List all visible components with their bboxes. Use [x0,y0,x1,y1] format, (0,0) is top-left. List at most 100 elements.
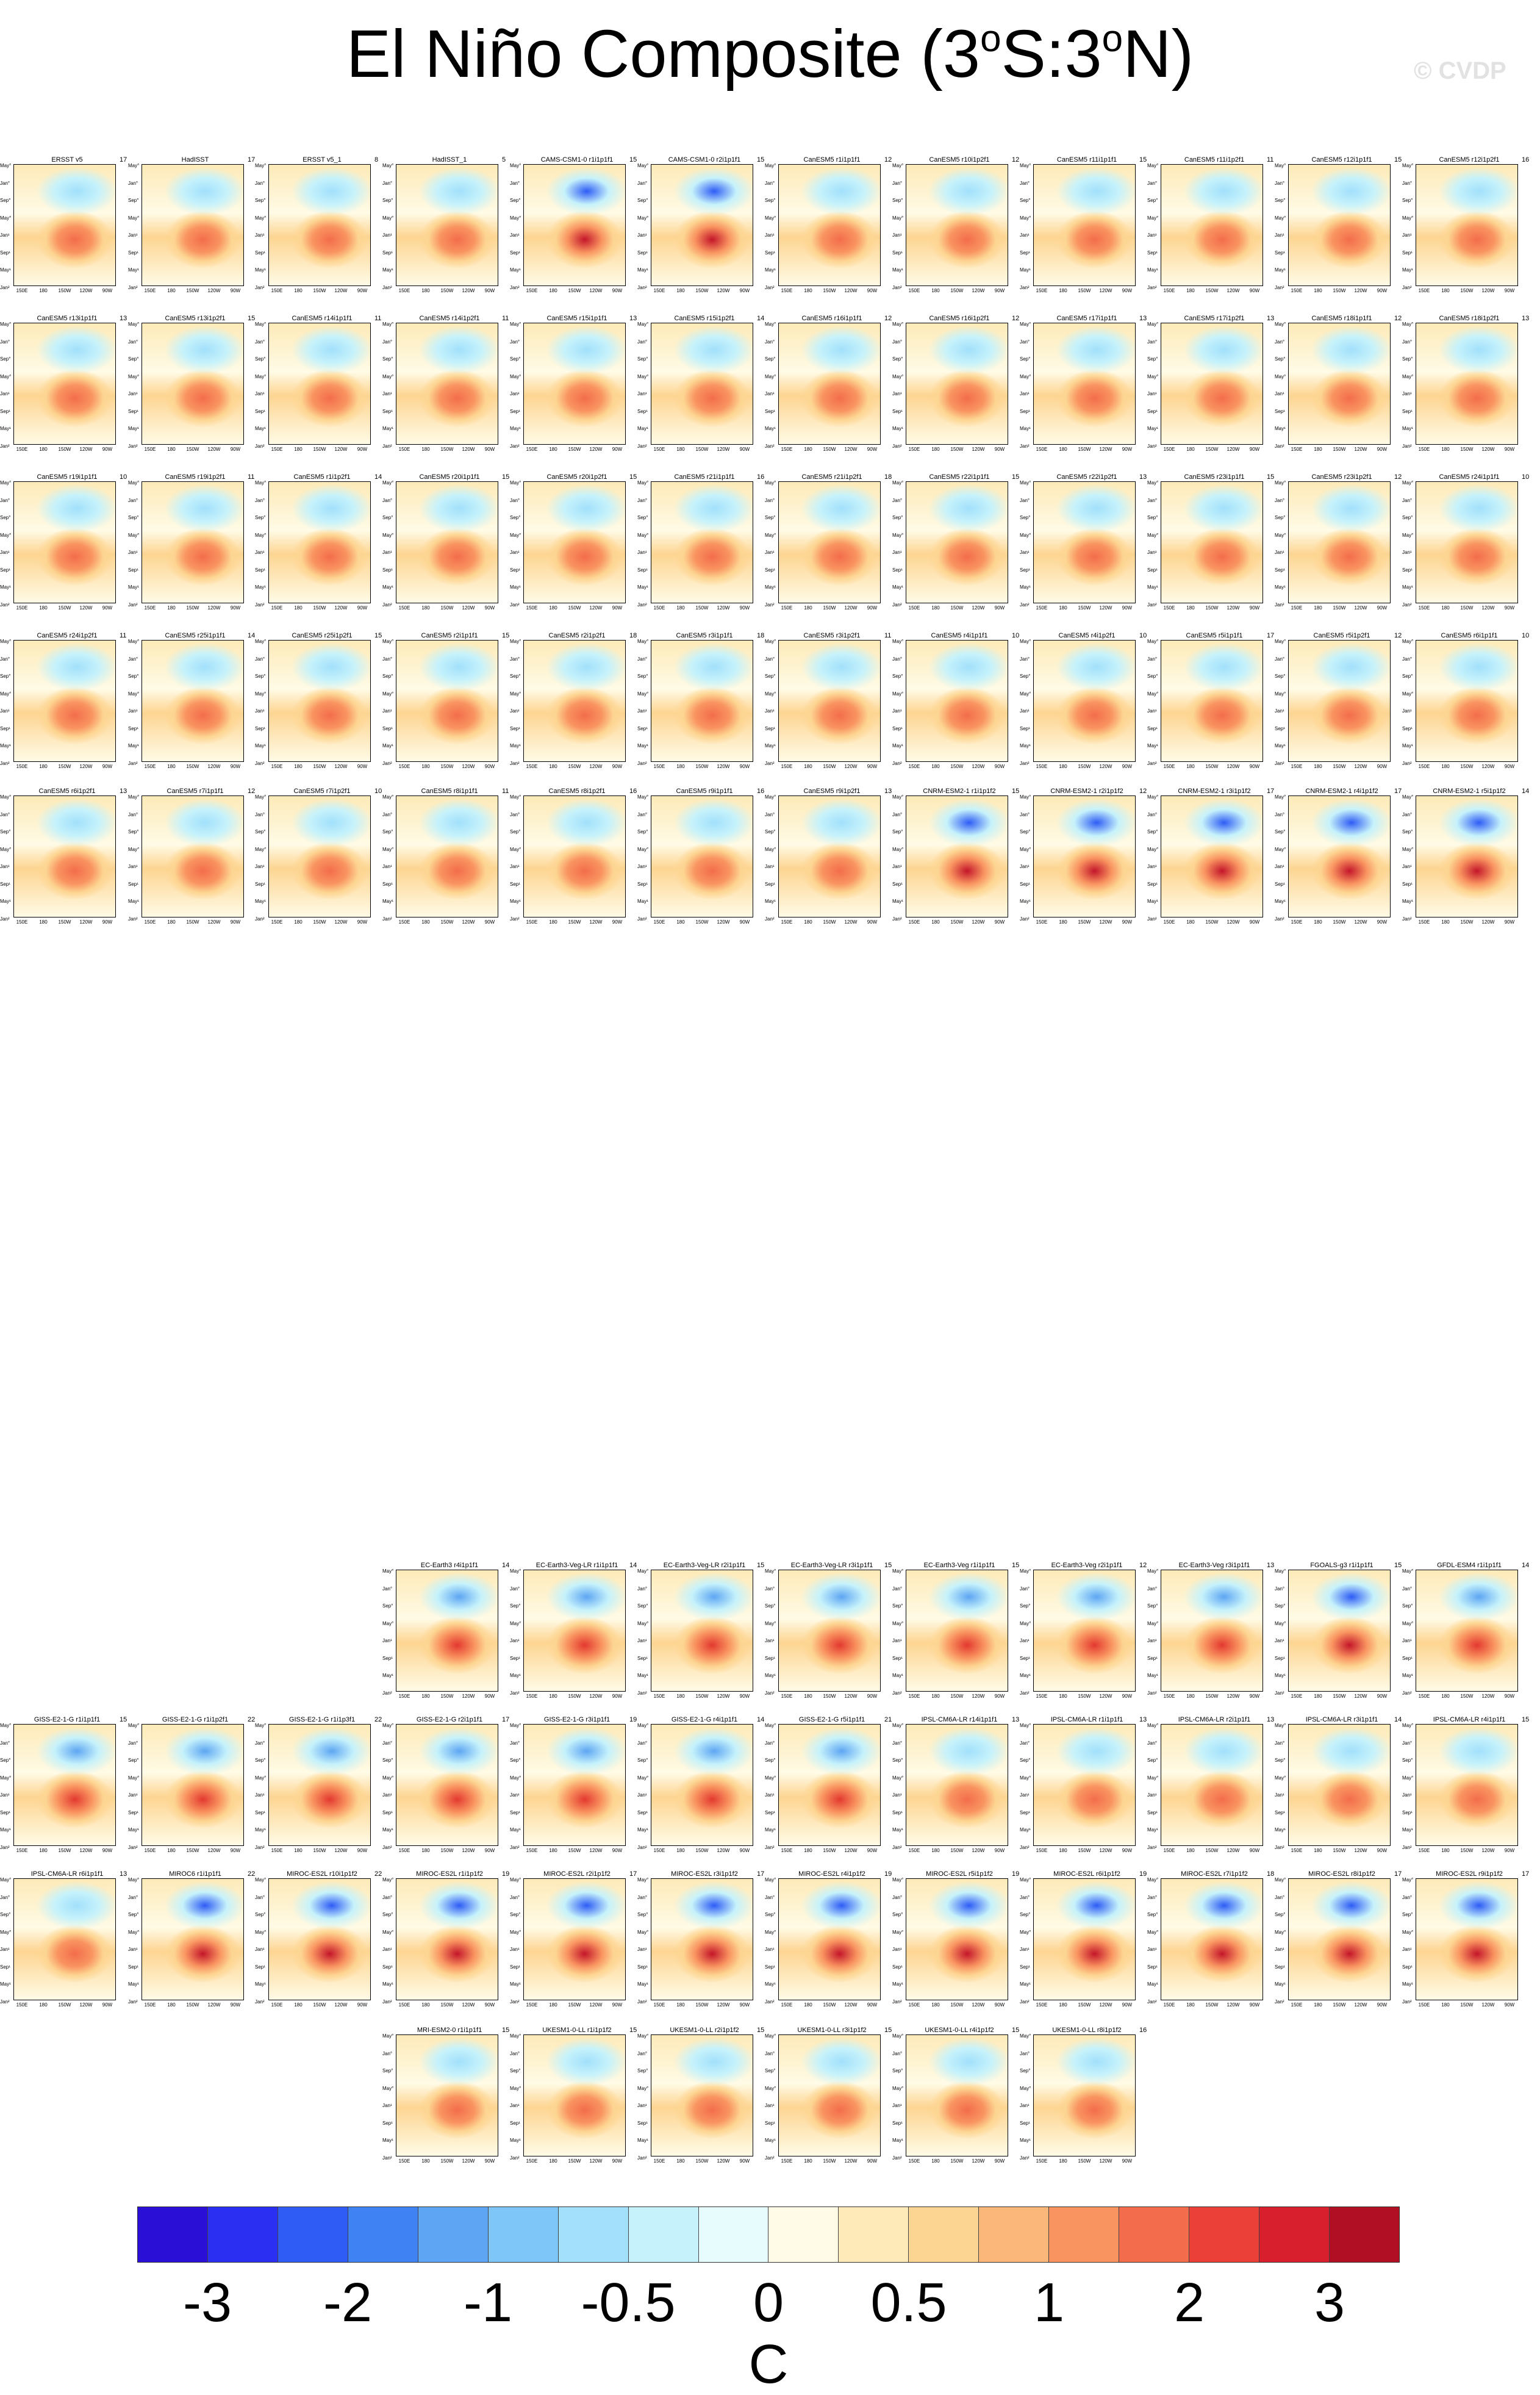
x-tick-label: 120W [717,2002,730,2008]
y-tick-label: Jan¹ [637,232,647,239]
composite-panel: EC-Earth3-Veg r1i1p1f1 15 May° Jan° Sep° May°… [892,1562,1022,1720]
y-tick-label: Jan¹ [1275,708,1284,714]
y-tick-label: May¹ [1402,1827,1413,1833]
x-tick-label: 180 [1186,1693,1195,1699]
panel-title: GISS-E2-1-G r2i1p1f1 [416,1716,483,1723]
x-tick-label: 90W [1122,605,1133,611]
y-tick-label: May¹ [128,584,139,591]
x-tick-label: 120W [334,605,348,611]
x-tick-label: 180 [1059,2158,1067,2164]
y-tick-label: Jan² [765,602,775,608]
y-tick-label: May° [1020,2085,1031,2091]
hovmoller-plot [523,640,626,762]
panel-title: CanESM5 r12i1p2f1 [1439,156,1500,163]
x-tick-label: 90W [1377,919,1388,925]
y-tick-label: Jan² [1020,2155,1030,2161]
x-tick-label: 150W [823,447,836,452]
y-tick-label: May° [637,846,649,852]
panel-event-count: 17 [248,156,256,163]
y-tick-label: Jan¹ [510,1947,520,1953]
y-tick-label: May¹ [1402,584,1413,591]
composite-panel: FGOALS-g3 r1i1p1f1 15 May° Jan° Sep° May° Jan¹… [1275,1562,1404,1720]
y-tick-label: Jan² [255,1999,265,2005]
y-tick-label: Jan° [255,1894,265,1900]
y-tick-label: May¹ [1275,267,1286,273]
y-tick-label: Jan² [128,761,138,766]
composite-panel: UKESM1-0-LL r1i1p1f2 15 May° Jan° Sep° May° Ja… [510,2027,639,2185]
x-tick-label: 120W [207,2002,221,2008]
y-tick-label: May¹ [510,1981,521,1987]
composite-panel: MIROC-ES2L r8i1p1f2 17 May° Jan° Sep° May° Jan… [1275,1870,1404,2029]
panel-title: CanESM5 r19i1p1f1 [37,473,98,481]
panel-event-count: 13 [1139,473,1147,481]
x-tick-label: 180 [1059,447,1067,452]
composite-panel: CanESM5 r8i1p1f1 11 May° Jan° Sep° May° Jan¹ Se… [382,788,512,946]
panel-event-count: 17 [1267,632,1275,639]
x-tick-label: 90W [1249,919,1260,925]
y-tick-label: Jan¹ [510,232,520,239]
x-tick-label: 180 [421,1693,430,1699]
y-tick-label: Jan¹ [510,1792,520,1798]
y-tick-label: Jan² [892,1845,902,1850]
y-tick-label: May° [0,532,12,538]
y-tick-label: May° [0,1877,12,1883]
panel-title: EC-Earth3-Veg r1i1p1f1 [923,1562,995,1569]
colorbar-swatch [1259,2207,1329,2262]
x-tick-label: 150E [271,447,283,452]
y-tick-label: Sep¹ [382,725,393,731]
y-tick-label: Jan¹ [1020,1638,1030,1644]
x-tick-label: 150W [1205,919,1219,925]
x-tick-label: 120W [1099,1693,1112,1699]
hovmoller-plot [1416,795,1518,917]
x-tick-label: 180 [804,2158,812,2164]
y-tick-label: Jan¹ [1020,2103,1030,2109]
x-tick-label: 180 [1314,764,1322,769]
x-tick-label: 150W [186,288,199,293]
panel-event-count: 15 [629,156,637,163]
composite-panel: CanESM5 r20i1p1f1 15 May° Jan° Sep° May° Jan¹ S… [382,473,512,632]
y-tick-label: Sep¹ [128,881,138,887]
y-tick-label: May° [128,794,140,800]
y-tick-label: Jan¹ [765,1947,775,1953]
y-tick-label: Jan² [1275,443,1284,449]
panel-event-count: 8 [374,156,379,163]
x-tick-label: 150E [1036,1848,1048,1853]
panel-event-count: 15 [502,473,510,481]
y-tick-label: Jan¹ [637,550,647,556]
x-tick-label: 90W [1249,288,1260,293]
y-tick-label: Jan¹ [1020,1792,1030,1798]
composite-panel: CanESM5 r15i1p2f1 14 May° Jan° Sep° May° Jan¹ S… [637,315,767,473]
hovmoller-plot [1288,481,1391,603]
y-tick-label: Jan° [382,811,393,817]
x-tick-label: 90W [102,764,113,769]
y-tick-label: Sep¹ [1275,408,1285,414]
x-tick-label: 90W [1377,1848,1388,1853]
hovmoller-plot [523,1878,626,2000]
x-tick-label: 150W [823,288,836,293]
x-tick-label: 120W [79,764,93,769]
y-tick-label: Jan¹ [765,708,775,714]
x-tick-label: 90W [1504,1848,1515,1853]
panel-event-count: 14 [1522,788,1530,795]
colorbar-swatch [1328,2207,1399,2262]
x-tick-label: 90W [739,1848,750,1853]
y-tick-label: Jan² [1147,285,1157,290]
y-tick-label: Sep° [1275,829,1286,835]
y-tick-label: Sep¹ [765,1964,775,1970]
x-tick-label: 150E [398,288,410,293]
panel-title: CanESM5 r21i1p1f1 [674,473,735,481]
hovmoller-plot [13,164,116,286]
panel-title: MIROC-ES2L r9i1p1f2 [1436,1870,1503,1878]
y-tick-label: May° [510,1568,521,1574]
x-tick-label: 90W [1504,447,1515,452]
x-tick-label: 150W [186,764,199,769]
y-tick-label: Jan¹ [510,2103,520,2109]
panel-event-count: 12 [1394,632,1402,639]
y-tick-label: Sep¹ [892,408,903,414]
y-tick-label: Jan² [1020,602,1030,608]
y-tick-label: Sep° [892,673,903,680]
x-tick-label: 150W [313,1848,326,1853]
colorbar-swatch [138,2207,207,2262]
x-tick-label: 90W [994,447,1005,452]
y-tick-label: Jan¹ [637,708,647,714]
